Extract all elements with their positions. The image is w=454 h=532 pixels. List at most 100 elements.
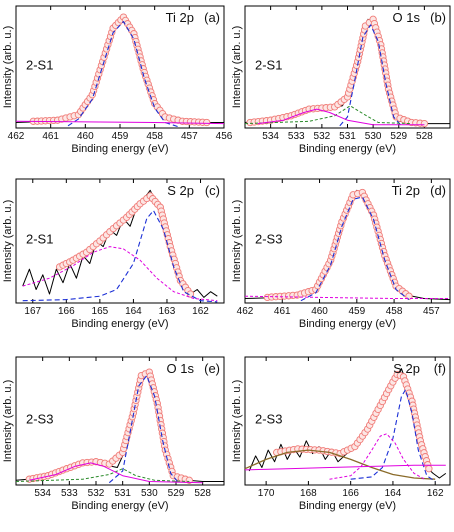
x-tick-label: 164 (125, 306, 142, 317)
x-axis-label: Binding energy (eV) (299, 318, 396, 330)
element-label: S 2p (167, 183, 194, 198)
x-tick-label: 534 (34, 488, 51, 499)
x-tick-label: 529 (168, 488, 185, 499)
y-axis-label: Intensity (arb. u.) (231, 380, 243, 463)
x-axis-label: Binding energy (eV) (299, 143, 396, 155)
xps-panel-4: 462 461 460 459 458 457 (d) Ti 2p 2-S3 Binding en… (231, 178, 451, 330)
x-tick-label: 460 (311, 306, 328, 317)
plot-frame (244, 178, 451, 304)
x-tick-label: 162 (192, 306, 209, 317)
background-line-4 (244, 295, 450, 299)
plot-frame (244, 356, 451, 486)
xps-panel-2: 534 533 532 531 530 529 528 (b) O 1s 2-S1 Binding … (231, 5, 451, 155)
element-label: Ti 2p (166, 10, 194, 25)
x-tick-label: 166 (342, 488, 359, 499)
xps-panel-5: 534 533 532 531 530 529 528 (e) O 1s 2-S3 Binding … (2, 356, 225, 512)
xps-panel-6: 170 168 166 164 162 (f) S 2p 2-S3 Binding energy… (231, 356, 451, 512)
x-tick-label: 170 (258, 488, 275, 499)
x-tick-label: 166 (58, 306, 75, 317)
sample-label: 2-S1 (255, 57, 282, 72)
sample-label: 2-S1 (26, 57, 53, 72)
x-tick-label: 532 (314, 131, 331, 142)
component-line-3 (244, 449, 436, 480)
background-line-6 (244, 464, 446, 471)
plot-frame (15, 178, 225, 304)
x-tick-label: 168 (300, 488, 317, 499)
x-tick-label: 162 (427, 488, 444, 499)
y-axis-label: Intensity (arb. u.) (2, 200, 14, 283)
xps-panel-1: 462 461 460 459 458 457 456 (a) Ti 2p 2-S1 Binding… (2, 5, 233, 155)
x-tick-label: 164 (385, 488, 402, 499)
x-tick-label: 530 (365, 131, 382, 142)
x-tick-label: 459 (112, 131, 129, 142)
x-tick-label: 459 (348, 306, 365, 317)
x-tick-label: 163 (159, 306, 176, 317)
fit-envelope-series (273, 370, 433, 473)
x-tick-label: 462 (237, 306, 254, 317)
sample-label: 2-S3 (255, 412, 282, 427)
component-line-4 (244, 105, 412, 125)
component-line-3 (339, 24, 402, 127)
x-tick-label: 534 (262, 131, 279, 142)
element-label: Ti 2p (392, 183, 420, 198)
element-label: O 1s (167, 361, 195, 376)
x-tick-label: 461 (42, 131, 59, 142)
x-tick-label: 457 (423, 306, 440, 317)
fit-envelope-series (55, 192, 195, 298)
x-tick-label: 528 (194, 488, 211, 499)
x-tick-label: 530 (141, 488, 158, 499)
x-tick-label: 531 (114, 488, 131, 499)
fit-point (420, 119, 429, 128)
fit-envelope-series (263, 188, 413, 302)
element-label: O 1s (393, 10, 421, 25)
fit-point (203, 118, 211, 127)
panel-letter: (d) (430, 183, 446, 198)
x-tick-label: 456 (216, 131, 233, 142)
fit-envelope-series (29, 13, 211, 127)
y-axis-label: Intensity (arb. u.) (2, 380, 14, 463)
x-tick-label: 165 (92, 306, 109, 317)
x-tick-label: 461 (274, 306, 291, 317)
sample-label: 2-S3 (255, 231, 282, 246)
panel-letter: (e) (204, 361, 220, 376)
panel-letter: (b) (430, 10, 446, 25)
component-line-4 (350, 389, 436, 482)
x-tick-label: 457 (181, 131, 198, 142)
x-tick-label: 458 (386, 306, 403, 317)
component-line-5 (329, 433, 425, 480)
component-line-3 (67, 20, 180, 128)
panel-letter: (f) (434, 361, 446, 376)
plot-frame (15, 356, 225, 486)
x-tick-label: 528 (416, 131, 433, 142)
fit-point (425, 465, 433, 473)
x-tick-label: 532 (88, 488, 105, 499)
component-line-4 (15, 468, 190, 482)
x-tick-label: 531 (339, 131, 356, 142)
component-line-3 (108, 375, 180, 484)
y-axis-label: Intensity (arb. u.) (231, 200, 243, 283)
component-line-5 (29, 462, 203, 484)
panel-letter: (a) (204, 10, 220, 25)
y-axis-label: Intensity (arb. u.) (2, 26, 14, 109)
component-line-5 (257, 108, 425, 126)
x-tick-label: 533 (288, 131, 305, 142)
x-axis-label: Binding energy (eV) (71, 143, 168, 155)
component-line-3 (300, 196, 410, 302)
panel-letter: (c) (205, 183, 220, 198)
x-tick-label: 460 (77, 131, 94, 142)
x-tick-label: 533 (61, 488, 78, 499)
x-tick-label: 167 (24, 306, 41, 317)
xps-panel-3: 167 166 165 164 163 162 (c) S 2p 2-S1 Binding ene… (2, 178, 225, 330)
x-axis-label: Binding energy (eV) (299, 500, 396, 512)
x-tick-label: 462 (8, 131, 25, 142)
x-tick-label: 458 (146, 131, 163, 142)
component-line-4 (22, 246, 218, 302)
sample-label: 2-S1 (26, 231, 53, 246)
x-tick-label: 529 (390, 131, 407, 142)
sample-label: 2-S3 (26, 412, 53, 427)
element-label: S 2p (393, 361, 420, 376)
x-axis-label: Binding energy (eV) (71, 500, 168, 512)
background-line-4 (15, 120, 225, 125)
